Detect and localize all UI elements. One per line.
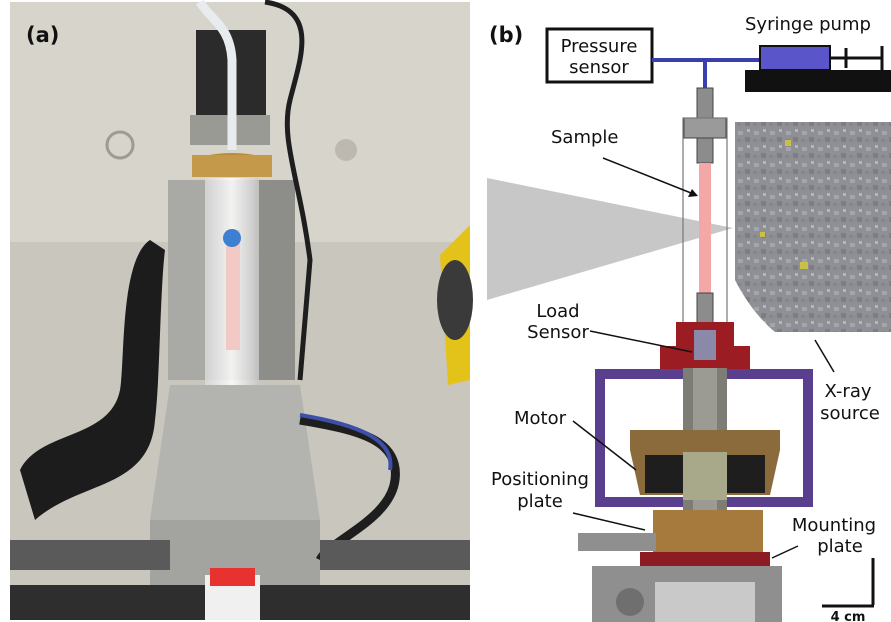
wall-hole <box>335 139 357 161</box>
positioning-plate <box>653 510 763 552</box>
positioning-plate-label-line2: plate <box>517 491 563 512</box>
black-cable <box>264 0 313 381</box>
motor-leader <box>572 420 637 471</box>
top-tubing <box>196 0 237 150</box>
detector-speck <box>785 140 791 146</box>
sample-arrowhead <box>688 189 698 197</box>
detector-speck <box>760 232 765 237</box>
xray-source-leader <box>814 339 835 373</box>
motor-label: Motor <box>514 408 567 429</box>
sample-label: Sample <box>551 127 619 148</box>
xray-source-label-line2: source <box>820 403 880 424</box>
mounting-plate-label-line2: plate <box>817 536 863 557</box>
syringe-pump-label: Syringe pump <box>745 14 871 35</box>
sample-leader <box>602 157 697 196</box>
bottle-cap <box>210 568 255 586</box>
schematic-panel: Pressure sensor Syringe pump <box>487 14 891 622</box>
scale-label-bg <box>818 610 891 622</box>
xray-source-block <box>735 122 891 332</box>
lower-fitting <box>696 292 714 324</box>
pressure-sensor-box <box>545 27 654 84</box>
rail-right <box>320 540 470 570</box>
panel-label-b: (b) <box>489 23 523 47</box>
xray-source-label-line1: X-ray <box>824 381 871 402</box>
sample <box>699 163 711 293</box>
load-sensor-label-line1: Load <box>536 301 579 322</box>
load-sensor <box>694 330 716 360</box>
motor-coil-left <box>645 455 683 493</box>
upper-stem <box>696 137 714 164</box>
motor-coil-right <box>727 455 765 493</box>
syringe-pump-base <box>745 70 891 92</box>
upper-fitting <box>696 87 714 119</box>
brass-flange <box>192 155 272 177</box>
base-box-top <box>150 385 320 520</box>
cable-chain <box>20 240 165 520</box>
positioning-screw <box>578 533 656 551</box>
blue-fitting <box>223 229 241 247</box>
pressure-sensor-label-line1: Pressure <box>561 36 638 57</box>
detector-speck <box>800 262 808 269</box>
sample-photo <box>226 230 240 350</box>
xray-window <box>437 260 473 340</box>
positioning-plate-leader <box>572 512 646 531</box>
scale-bar-label: 4 cm <box>831 610 866 622</box>
upper-clamp <box>683 117 727 139</box>
mounting-plate-leader <box>771 545 799 559</box>
base-cylinder <box>655 582 755 622</box>
base-hole <box>616 588 644 616</box>
frame-rail <box>255 180 295 380</box>
blue-cable <box>299 413 393 471</box>
mounting-plate-label-line1: Mounting <box>792 515 876 536</box>
photo-panel: (a) <box>10 0 473 620</box>
motor-hub <box>683 452 727 500</box>
pressure-sensor-label-line2: sensor <box>569 57 629 78</box>
load-sensor-leader <box>589 330 693 353</box>
syringe-barrel <box>759 45 831 71</box>
xray-beam <box>487 178 733 300</box>
wall-hole <box>105 130 135 160</box>
panel-label-a: (a) <box>26 23 59 47</box>
load-sensor-label-line2: Sensor <box>527 322 589 343</box>
positioning-plate-label-line1: Positioning <box>491 469 589 490</box>
rail-left <box>10 540 170 570</box>
